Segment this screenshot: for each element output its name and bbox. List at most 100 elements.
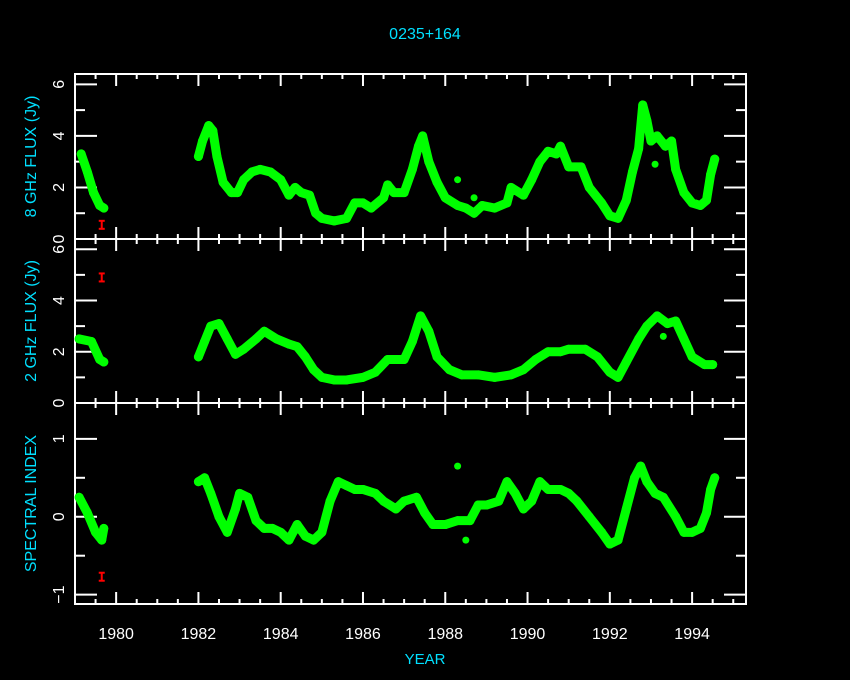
data-point <box>424 157 434 167</box>
data-point <box>407 164 417 174</box>
data-point <box>284 535 294 545</box>
data-point <box>255 164 265 174</box>
data-point <box>613 372 623 382</box>
data-point <box>206 321 216 331</box>
data-point <box>193 152 203 161</box>
data-series-line <box>193 311 718 385</box>
data-point <box>428 520 438 530</box>
y-tick-label: 0 <box>51 398 68 407</box>
x-tick-label: 1986 <box>345 626 381 643</box>
data-point <box>329 375 339 385</box>
data-point <box>613 213 623 223</box>
data-point <box>222 334 232 344</box>
x-tick-label: 1982 <box>181 626 217 643</box>
data-point <box>555 484 565 494</box>
data-point <box>300 531 310 541</box>
data-point <box>416 311 426 321</box>
data-point <box>584 182 594 192</box>
data-point <box>465 516 475 526</box>
data-point <box>99 357 109 367</box>
data-point <box>251 334 261 344</box>
data-point <box>679 527 689 537</box>
data-point <box>469 208 479 218</box>
data-point <box>502 477 512 487</box>
data-point <box>461 203 471 213</box>
data-point <box>226 188 236 198</box>
data-point <box>702 195 712 205</box>
y-axis-label: 2 GHz FLUX (Jy) <box>23 260 40 382</box>
y-tick-label: 6 <box>51 80 68 89</box>
data-point <box>350 198 360 208</box>
data-point <box>358 484 368 494</box>
data-point <box>687 527 697 537</box>
data-point <box>572 496 582 506</box>
panel-2: −1 0 1 SPECTRAL INDEX <box>23 402 747 605</box>
x-tick-label: 1990 <box>510 626 546 643</box>
data-point <box>399 354 409 364</box>
data-point <box>379 193 389 203</box>
error-bar-marker <box>98 272 105 283</box>
data-point <box>379 496 389 506</box>
data-point <box>518 190 528 200</box>
data-point <box>389 188 399 198</box>
data-point <box>300 352 310 362</box>
data-point <box>366 203 376 213</box>
data-point <box>457 370 467 380</box>
y-axis-label: 8 GHz FLUX (Jy) <box>23 96 40 218</box>
data-point-outlier <box>659 332 667 340</box>
y-tick-label: 2 <box>51 347 68 356</box>
data-point <box>710 154 720 164</box>
data-point <box>208 126 218 136</box>
data-point <box>543 484 553 494</box>
data-point <box>86 337 96 346</box>
data-point <box>440 193 450 203</box>
chart-title: 0235+164 <box>389 26 461 43</box>
data-point <box>418 131 428 141</box>
data-point <box>91 527 101 537</box>
data-point <box>97 535 107 545</box>
data-point <box>284 339 294 349</box>
data-point <box>652 311 662 321</box>
data-point <box>605 211 615 221</box>
data-point <box>276 175 286 185</box>
data-point <box>82 508 92 518</box>
data-point <box>292 520 302 530</box>
data-point <box>89 188 99 198</box>
data-point <box>333 477 343 487</box>
data-point <box>74 334 84 344</box>
data-point <box>527 175 537 185</box>
data-point <box>580 344 590 354</box>
data-point <box>706 484 716 494</box>
data-point <box>370 367 380 377</box>
data-point <box>555 347 565 357</box>
data-point <box>621 195 631 205</box>
data-point <box>432 177 442 187</box>
data-point <box>710 473 720 483</box>
data-point <box>325 496 335 506</box>
data-point <box>630 473 640 483</box>
data-point <box>265 167 275 177</box>
data-point <box>597 198 607 208</box>
data-point <box>687 198 697 208</box>
data-point <box>531 354 541 364</box>
data-point <box>420 508 430 518</box>
data-point <box>687 352 697 362</box>
data-point <box>473 370 483 380</box>
x-tick-label: 1980 <box>98 626 134 643</box>
data-point <box>490 372 500 382</box>
data-point <box>660 141 670 151</box>
data-point <box>646 136 656 146</box>
data-point-outlier <box>454 462 462 470</box>
data-point <box>296 188 306 198</box>
data-point <box>535 477 545 487</box>
data-point <box>432 352 442 362</box>
data-point <box>292 342 302 352</box>
data-point <box>259 523 269 533</box>
data-point <box>391 504 401 514</box>
data-point <box>597 527 607 537</box>
data-point <box>251 516 261 526</box>
data-point <box>200 337 210 346</box>
data-point <box>82 167 92 177</box>
data-point <box>477 200 487 210</box>
